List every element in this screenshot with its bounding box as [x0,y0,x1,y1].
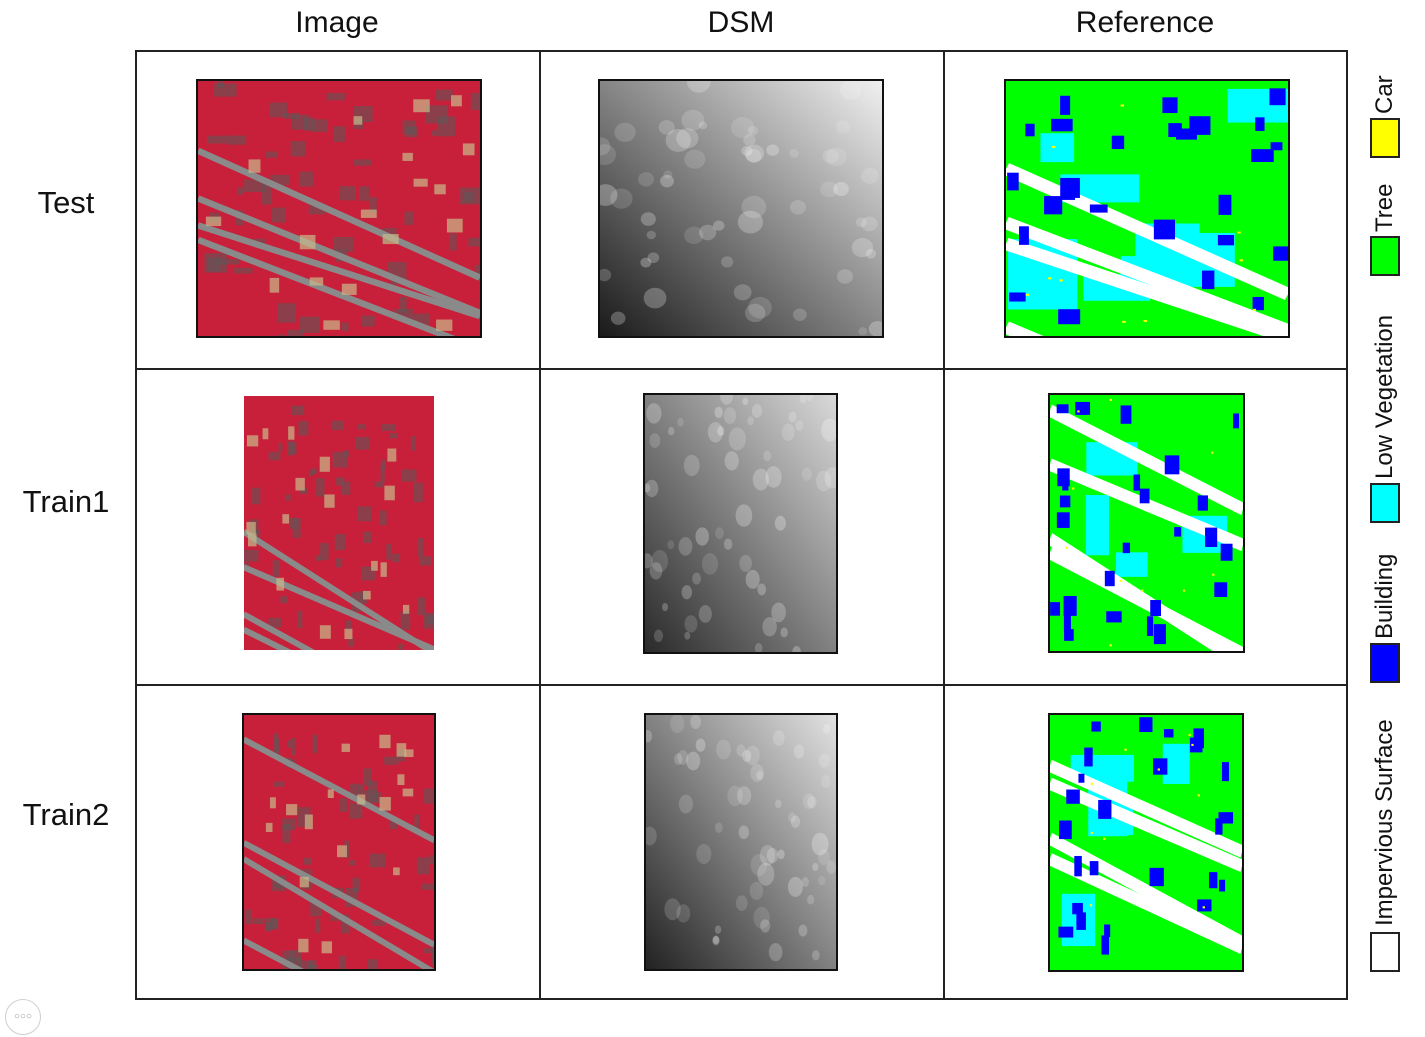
test-reference-thumbnail [1004,79,1290,338]
column-header-reference: Reference [1075,6,1215,39]
legend-swatch-low-vegetation [1370,483,1400,523]
test-image-thumbnail [196,79,482,338]
legend-label-low-vegetation: Low Vegetation [1371,314,1398,479]
more-options-button[interactable]: ○○○ [5,999,41,1035]
legend-swatch-building [1370,643,1400,683]
train2-image-thumbnail [242,713,436,971]
column-header-image: Image [295,6,379,39]
test-dsm-thumbnail [598,79,884,338]
row-label-train2: Train2 [22,797,110,832]
train1-reference-thumbnail [1048,393,1245,653]
legend-label-building: Building [1371,553,1398,639]
legend-label-car: Car [1371,75,1398,114]
row-label-test: Test [37,185,95,220]
more-icon: ○○○ [13,1011,33,1022]
train1-dsm-thumbnail [643,393,838,654]
grid-divider [539,52,541,998]
legend-swatch-car [1370,118,1400,158]
legend-swatch-tree [1370,236,1400,276]
train2-reference-thumbnail [1048,713,1244,972]
grid-divider [137,684,1346,686]
grid-divider [137,368,1346,370]
legend-swatch-impervious-surface [1370,932,1400,972]
train2-dsm-thumbnail [644,713,838,971]
legend-label-impervious-surface: Impervious Surface [1371,719,1398,926]
train1-image-thumbnail [242,394,436,652]
figure-grid [135,50,1348,1000]
grid-divider [943,52,945,998]
column-header-dsm: DSM [707,6,775,39]
row-label-train1: Train1 [22,484,110,519]
legend-label-tree: Tree [1371,183,1398,232]
